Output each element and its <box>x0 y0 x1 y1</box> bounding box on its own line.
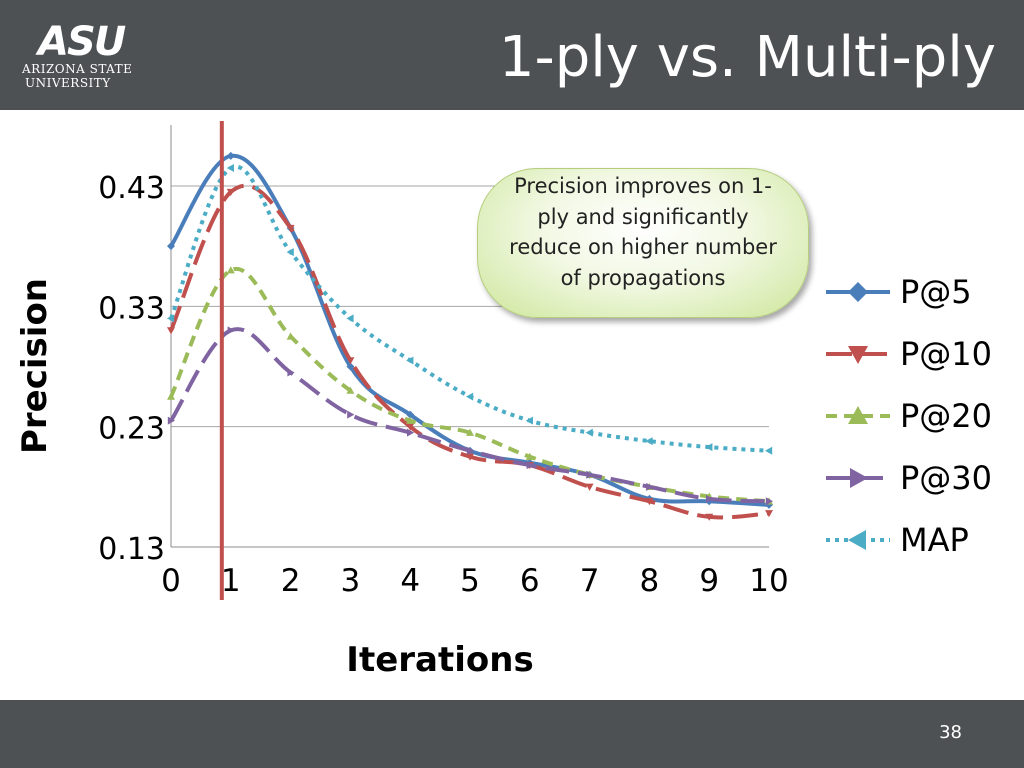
data-point <box>705 443 713 452</box>
legend-label: P@30 <box>900 459 992 497</box>
y-tick-label: 0.33 <box>98 291 165 326</box>
x-tick-label: 7 <box>580 563 600 599</box>
data-point <box>346 362 355 371</box>
y-tick-label: 0.43 <box>98 171 165 206</box>
data-point <box>645 498 654 506</box>
data-point <box>646 482 654 491</box>
x-tick-label: 6 <box>520 563 540 599</box>
data-point <box>286 332 295 340</box>
data-point <box>347 410 355 419</box>
data-point <box>346 357 355 365</box>
data-point <box>705 513 714 521</box>
legend-item-p10: P@10 <box>826 335 992 373</box>
y-tick-label: 0.23 <box>98 412 165 447</box>
legend-marker <box>848 346 868 364</box>
x-tick-label: 0 <box>161 563 181 599</box>
data-point <box>167 242 175 251</box>
x-tick-label: 3 <box>341 563 361 599</box>
series-p30 <box>167 326 773 506</box>
data-point <box>167 327 175 335</box>
x-tick-label: 2 <box>281 563 301 599</box>
page-number: 38 <box>939 722 962 743</box>
data-point <box>765 497 773 506</box>
asu-logo: ASU ARIZONA STATE UNIVERSITY <box>22 22 142 102</box>
data-point <box>286 224 295 233</box>
data-point <box>226 163 234 172</box>
data-point <box>286 248 294 257</box>
legend-item-p30: P@30 <box>826 459 992 497</box>
legend-marker <box>848 406 868 424</box>
slide-title: 1-ply vs. Multi-ply <box>498 25 996 90</box>
series-line <box>169 164 770 453</box>
legend-label: P@20 <box>900 397 992 435</box>
x-tick-label: 9 <box>699 563 719 599</box>
data-point <box>466 428 474 436</box>
data-point <box>526 461 534 470</box>
data-point <box>407 428 415 437</box>
series-line <box>169 327 770 504</box>
logo-mark: ASU <box>38 19 126 65</box>
legend-marker <box>848 530 866 550</box>
logo-line-2: UNIVERSITY <box>25 76 111 90</box>
legend-marker <box>850 468 868 488</box>
data-point <box>466 446 474 455</box>
legend-label: MAP <box>900 521 969 559</box>
data-point <box>706 494 714 503</box>
data-point <box>765 446 773 455</box>
data-point <box>226 151 235 160</box>
data-point <box>525 416 533 425</box>
callout-text: Precision improves on 1-ply and signific… <box>509 174 777 290</box>
data-point <box>466 453 474 461</box>
data-point <box>525 452 534 460</box>
data-point <box>586 470 594 479</box>
precision-line-chart: 0.13 0.23 0.33 0.43 0 1 2 3 4 5 6 7 8 9 10 Iterations Pr… <box>15 121 992 680</box>
data-point <box>406 410 415 419</box>
slide-header: ASU ARIZONA STATE UNIVERSITY 1-ply vs. M… <box>0 0 1024 110</box>
legend-item-p20: P@20 <box>826 397 992 435</box>
data-point <box>406 356 414 365</box>
legend-item-p5: P@5 <box>826 273 972 311</box>
callout-bubble: Precision improves on 1-ply and signific… <box>477 168 809 318</box>
data-point <box>585 428 593 437</box>
data-point <box>287 368 295 377</box>
slide-footer: 38 <box>0 700 1024 768</box>
x-tick-label: 8 <box>640 563 660 599</box>
data-point <box>346 314 354 323</box>
x-axis-title: Iterations <box>346 640 533 680</box>
y-tick-label: 0.13 <box>98 532 165 567</box>
data-point <box>645 437 653 446</box>
data-point <box>466 392 474 401</box>
data-point <box>167 314 175 323</box>
legend-marker <box>848 282 868 302</box>
data-point <box>227 326 235 335</box>
data-point <box>226 266 235 274</box>
legend-label: P@10 <box>900 335 992 373</box>
x-tick-label: 10 <box>749 563 788 599</box>
data-point <box>406 423 415 431</box>
x-tick-label: 4 <box>400 563 420 599</box>
data-point <box>585 483 594 491</box>
data-point <box>406 416 415 424</box>
data-point <box>226 188 235 197</box>
legend-item-map: MAP <box>826 521 969 559</box>
legend-label: P@5 <box>900 273 972 311</box>
data-point <box>765 510 773 518</box>
x-tick-label: 1 <box>221 563 241 599</box>
x-tick-label: 5 <box>460 563 480 599</box>
y-axis-title: Precision <box>15 278 55 454</box>
data-point <box>167 392 175 400</box>
series-map <box>167 163 773 455</box>
data-point <box>346 386 355 394</box>
logo-line-1: ARIZONA STATE <box>22 62 133 76</box>
data-point <box>167 416 175 425</box>
